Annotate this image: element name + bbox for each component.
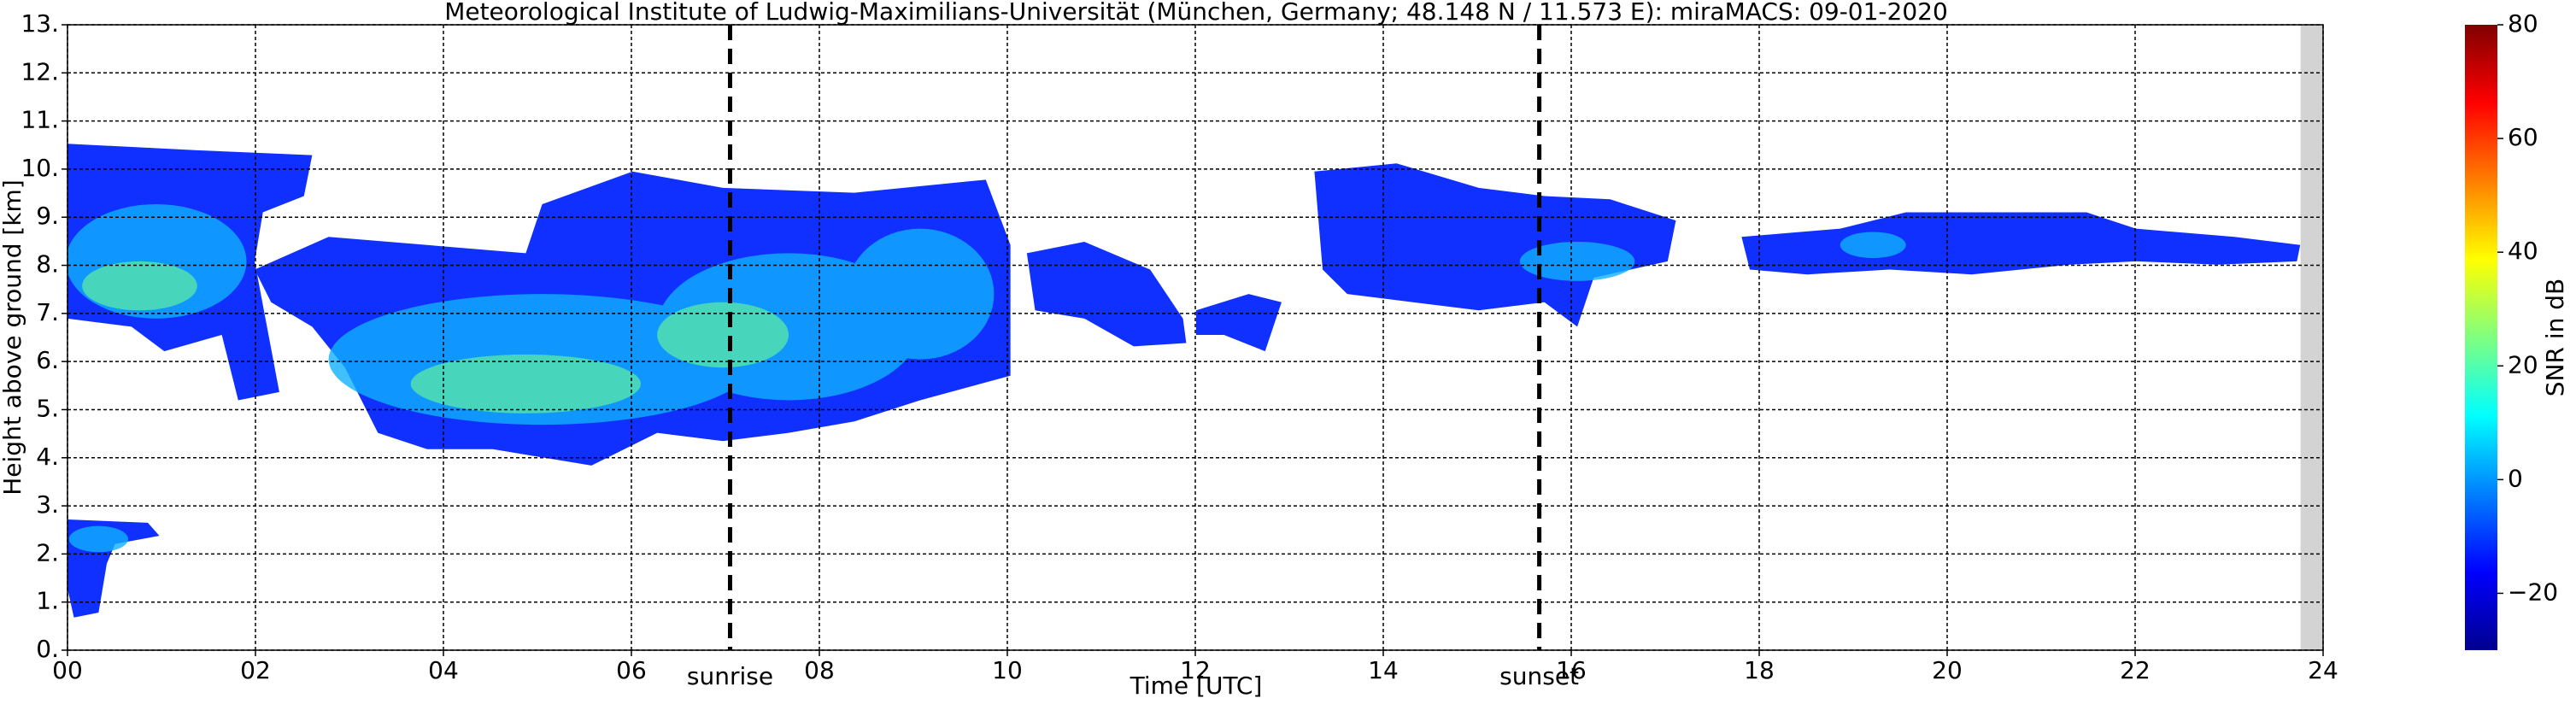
x-tick-label: 08 [804,656,835,684]
y-tick-label: 3. [36,490,59,519]
colorbar-tick-label: 60 [2508,123,2538,151]
echo-core [82,261,789,414]
x-tick-label: 12 [1180,656,1211,684]
y-tick-label: 10. [21,154,59,182]
x-tick-label: 10 [992,656,1023,684]
y-tick-label: 7. [36,298,59,326]
colorbar-tick-label: 20 [2508,350,2538,378]
y-tick-label: 6. [36,346,59,374]
y-tick-label: 12. [21,57,59,85]
y-tick-label: 4. [36,443,59,471]
x-tick-label: 06 [616,656,647,684]
y-tick-label: 1. [36,587,59,615]
y-tick-label: 0. [36,635,59,663]
sun-marker-label: sunset [1499,662,1579,690]
x-tick-label: 00 [52,656,83,684]
echo-shapes [67,144,2301,618]
y-tick-label: 2. [36,538,59,566]
x-tick-label: 22 [2120,656,2151,684]
chart-title: Meteorological Institute of Ludwig-Maxim… [444,0,1948,26]
x-axis-label: Time [UTC] [1130,672,1263,700]
colorbar [2465,25,2497,650]
y-tick-label: 9. [36,202,59,230]
y-tick-label: 8. [36,250,59,279]
y-tick-label: 5. [36,394,59,422]
x-tick-label: 18 [1744,656,1775,684]
colorbar-tick-label: 0 [2508,464,2523,492]
colorbar-label: SNR in dB [2541,279,2569,396]
no-data-region [2300,25,2323,650]
x-tick-label: 14 [1368,656,1399,684]
colorbar-tick-label: 80 [2508,9,2538,38]
y-tick-label: 13. [21,9,59,38]
sun-marker-label: sunrise [687,662,773,690]
y-axis-label: Height above ground [km] [0,179,26,496]
x-tick-label: 02 [240,656,271,684]
x-tick-label: 24 [2308,656,2338,684]
x-tick-label: 20 [1932,656,1963,684]
echo-field [67,144,2301,618]
colorbar-tick-label: −20 [2508,578,2558,606]
y-tick-label: 11. [21,106,59,134]
x-tick-label: 16 [1556,656,1587,684]
x-tick-label: 04 [428,656,459,684]
plot-frame [67,24,2324,651]
colorbar-tick-label: 40 [2508,237,2538,265]
